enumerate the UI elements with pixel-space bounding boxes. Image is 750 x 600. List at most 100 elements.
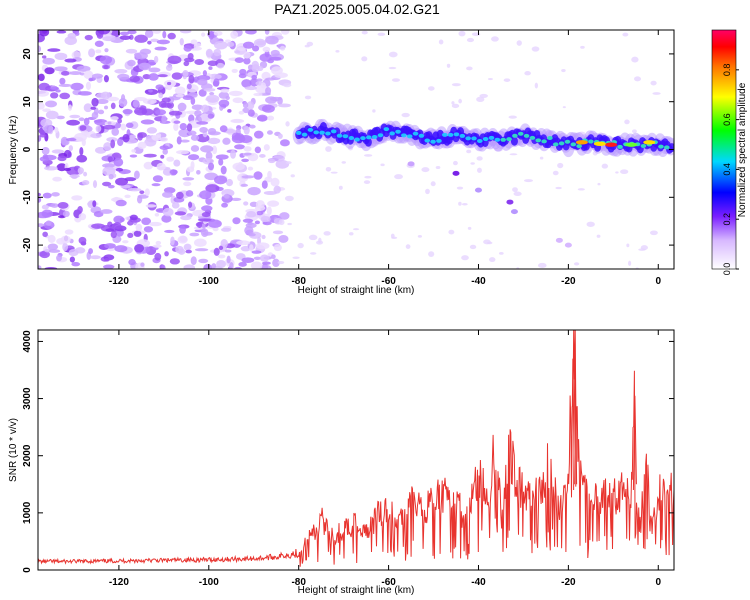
- spectrogram-noise-cell: [103, 75, 109, 83]
- spectrogram-noise-cell: [232, 217, 241, 225]
- spectrogram-noise-cell: [40, 118, 53, 128]
- spectrogram-noise-cell: [43, 166, 58, 171]
- spectrogram-noise-cell: [278, 103, 291, 108]
- colorbar-tick-label: 0.6: [722, 113, 732, 126]
- spectrogram-noise-cell: [231, 132, 241, 141]
- spectrogram-ridge-core: [447, 132, 454, 137]
- spectrogram-noise-cell: [178, 248, 186, 255]
- spectrogram-ridge-core: [395, 129, 401, 134]
- snr-panel: -120 -100 -80 -60 -40 -20 0 01000200030004000 …: [8, 329, 675, 596]
- spectrogram-noise-cell: [156, 208, 163, 212]
- spectrogram-noise-cell: [107, 156, 113, 162]
- spectrogram-noise-cell: [113, 222, 122, 229]
- spectrogram-ridge-core: [664, 145, 670, 150]
- snr-x-tick-label: 0: [655, 577, 661, 588]
- spectrogram-noise-cell: [176, 150, 189, 155]
- spectrogram-ridge-core: [500, 137, 507, 142]
- spectrogram-noise-cell: [167, 55, 182, 65]
- spectrogram-noise-cell: [205, 151, 213, 161]
- spectrogram-noise-cell: [477, 167, 482, 173]
- colorbar-tick-label: 0.0: [722, 263, 732, 276]
- spectrogram-noise-cell: [161, 191, 173, 198]
- spectrogram-noise-cell: [221, 227, 232, 232]
- spectrogram-noise-cell: [453, 160, 458, 166]
- spectrogram-ridge-core: [424, 138, 431, 143]
- spectrogram-noise-cell: [555, 186, 562, 190]
- spectrogram-noise-cell: [364, 175, 372, 179]
- spectrogram-ridge-core: [406, 134, 413, 139]
- spectrogram-noise-cell: [316, 240, 324, 245]
- spectrogram-noise-cell: [56, 254, 62, 262]
- spectrogram-noise-cell: [649, 230, 658, 236]
- spectrogram-noise-cell: [90, 133, 102, 139]
- spectrogram-noise-cell: [156, 162, 166, 171]
- spectrogram-noise-cell: [170, 236, 175, 246]
- spectrogram-noise-cell: [70, 82, 84, 91]
- spectrogram-noise-cell: [83, 70, 94, 80]
- spectrogram-noise-cell: [177, 102, 187, 112]
- spectrogram-noise-cell: [201, 104, 210, 113]
- snr-series-line: [38, 330, 674, 567]
- spectrogram-noise-cell: [78, 213, 87, 221]
- spectrogram-noise-cell: [162, 207, 174, 217]
- spectrogram-noise-cell: [190, 256, 197, 266]
- spectrogram-noise-cell: [199, 190, 212, 200]
- spectrogram-noise-cell: [466, 37, 475, 43]
- spectrogram-noise-cell: [335, 49, 340, 53]
- spectrogram-noise-cell: [117, 118, 122, 124]
- spectrogram-noise-cell: [251, 74, 258, 80]
- spectrogram-noise-cell: [104, 243, 116, 249]
- spectrogram-ridge-core: [547, 135, 553, 140]
- spectrogram-noise-cell: [79, 125, 87, 131]
- spectrogram-noise-cell: [508, 115, 517, 119]
- spectrogram-noise-cell: [260, 82, 266, 89]
- spectrogram-noise-cell: [512, 187, 518, 193]
- spectrogram-noise-cell: [179, 37, 184, 46]
- spectrogram-noise-cell: [586, 221, 595, 227]
- spectrogram-ridge-core: [512, 133, 518, 138]
- spectrogram-noise-cell: [69, 256, 75, 263]
- spectrogram-noise-cell: [247, 109, 255, 117]
- spectrogram-noise-cell: [174, 211, 187, 216]
- spectrogram-noise-cell: [243, 201, 249, 206]
- spectrogram-noise-cell: [149, 221, 162, 227]
- spectrogram-noise-cell: [297, 242, 304, 249]
- spectrogram-noise-cell: [278, 219, 285, 226]
- spectrogram-x-axis-title: Height of straight line (km): [298, 285, 415, 296]
- spectrogram-noise-cell: [119, 31, 130, 36]
- spectrogram-noise-cell: [68, 248, 79, 257]
- spectrogram-noise-cell: [196, 221, 203, 229]
- spectrogram-noise-cell: [243, 51, 251, 59]
- spectrogram-noise-cell: [41, 209, 53, 218]
- spectrogram-noise-cell: [147, 40, 152, 45]
- spectrogram-noise-cell: [173, 120, 181, 124]
- spectrogram-noise-cell: [122, 134, 130, 143]
- spectrogram-noise-cell: [225, 95, 230, 101]
- spectrogram-noise-cell: [38, 196, 42, 203]
- spectrogram-noise-cell: [254, 146, 262, 154]
- spectrogram-outlier: [506, 199, 514, 205]
- spectrogram-noise-cell: [157, 74, 168, 78]
- spectrogram-noise-cell: [243, 125, 250, 135]
- spectrogram-noise-cell: [74, 132, 87, 142]
- spectrogram-noise-cell: [580, 45, 585, 49]
- spectrogram-noise-cell: [125, 48, 138, 54]
- spectrogram-noise-cell: [144, 138, 157, 147]
- spectrogram-noise-cell: [279, 212, 290, 220]
- spectrogram-noise-cell: [71, 261, 81, 267]
- spectrogram-x-tick-label: 0: [655, 276, 661, 287]
- spectrogram-noise-cell: [247, 166, 254, 171]
- spectrogram-noise-cell: [277, 96, 283, 105]
- spectrogram-noise-cell: [141, 108, 154, 116]
- spectrogram-noise-cell: [183, 44, 192, 52]
- spectrogram-noise-cell: [183, 57, 195, 63]
- spectrogram-noise-cell: [267, 200, 280, 207]
- spectrogram-noise-cell: [106, 96, 119, 102]
- spectrogram-x-tick-label: -40: [471, 276, 486, 287]
- spectrogram-peak: [575, 140, 588, 145]
- spectrogram-noise-cell: [280, 30, 290, 35]
- spectrogram-noise-cell: [57, 155, 67, 162]
- spectrogram-noise-cell: [263, 144, 270, 151]
- spectrogram-noise-cell: [114, 245, 128, 253]
- spectrogram-noise-cell: [391, 236, 398, 239]
